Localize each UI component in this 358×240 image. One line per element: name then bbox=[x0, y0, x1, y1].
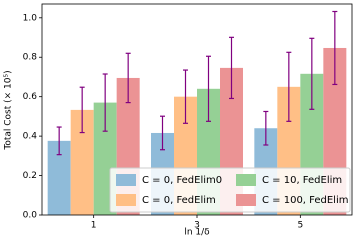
error-bar bbox=[183, 69, 188, 124]
error-bar bbox=[56, 126, 62, 156]
legend-box bbox=[109, 167, 351, 213]
error-bar bbox=[286, 51, 292, 122]
error-bar bbox=[206, 55, 211, 122]
plot-frame bbox=[41, 3, 353, 216]
x-tick-label: 1 bbox=[91, 221, 97, 231]
x-tick-label: 5 bbox=[297, 221, 303, 231]
x-axis-label: ln 1/δ bbox=[184, 228, 210, 238]
legend-swatch bbox=[236, 194, 256, 206]
legend-swatch bbox=[116, 194, 136, 206]
y-tick-label: 0.4 bbox=[23, 132, 38, 142]
error-bar bbox=[309, 37, 315, 110]
bar bbox=[70, 109, 94, 215]
error-bar bbox=[160, 115, 165, 151]
y-tick-label: 0.0 bbox=[23, 211, 38, 221]
y-tick-label: 0.6 bbox=[23, 92, 38, 102]
legend-swatch bbox=[236, 174, 256, 186]
y-tick-label: 0.2 bbox=[23, 171, 37, 181]
legend-label: C = 0, FedElim0 bbox=[142, 175, 222, 186]
legend-label: C = 100, FedElim bbox=[262, 195, 348, 206]
y-tick-label: 0.8 bbox=[23, 53, 38, 63]
y-tick-label: 1.0 bbox=[23, 13, 38, 23]
error-bar bbox=[102, 73, 108, 132]
error-bar bbox=[79, 86, 85, 134]
error-bar bbox=[125, 52, 131, 104]
legend-swatch bbox=[116, 174, 136, 186]
x-tick-label: 3 bbox=[194, 221, 200, 231]
bar bbox=[47, 140, 71, 215]
legend-label: C = 0, FedElim bbox=[142, 195, 216, 206]
error-bar bbox=[263, 110, 269, 146]
error-bar bbox=[332, 10, 338, 86]
legend-label: C = 10, FedElim bbox=[262, 175, 342, 186]
y-axis-label: Total Cost (× 10⁵) bbox=[4, 70, 14, 150]
error-bar bbox=[229, 36, 234, 100]
